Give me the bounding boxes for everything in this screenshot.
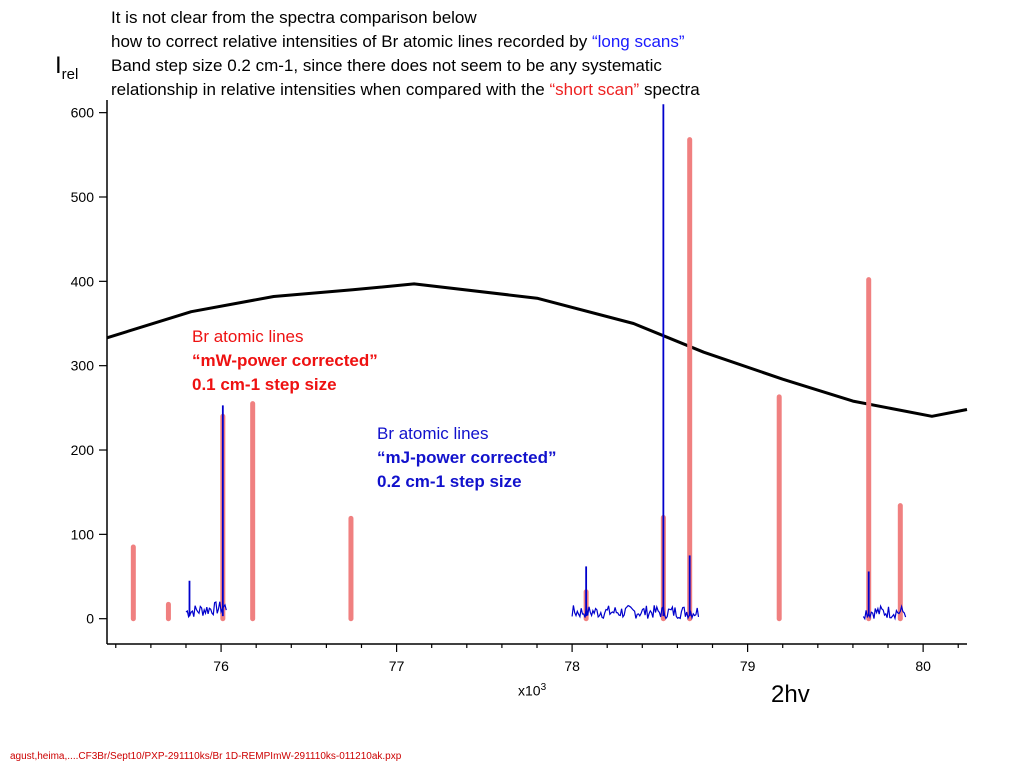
header-text: It is not clear from the spectra compari… <box>111 6 700 102</box>
x-tick-label: 79 <box>740 658 756 674</box>
header-line-2: how to correct relative intensities of B… <box>111 30 700 54</box>
y-tick-label: 500 <box>71 189 95 205</box>
header-line-4-text: relationship in relative intensities whe… <box>111 80 550 99</box>
y-tick-label: 300 <box>71 358 95 374</box>
y-tick-label: 600 <box>71 105 95 121</box>
y-tick-label: 0 <box>86 611 94 627</box>
y-tick-label: 100 <box>71 526 95 542</box>
long-scan-annotation-line-2: “mJ-power corrected” <box>377 448 557 467</box>
short-scan-annotation-line-3: 0.1 cm-1 step size <box>192 375 337 394</box>
short-scan-annotation-line-1: Br atomic lines <box>192 327 304 346</box>
x-axis-label: 2hv <box>771 681 810 708</box>
axes-layer: 0 100 200 300 400 500 600 76 77 78 79 80 <box>71 100 967 674</box>
y-tick-label: 200 <box>71 442 95 458</box>
x-tick-label: 78 <box>564 658 580 674</box>
short-scan-annotation: Br atomic lines “mW-power corrected” 0.1… <box>192 325 378 397</box>
y-axis-label-main: I <box>55 52 62 79</box>
footer-file-path: agust,heima,....CF3Br/Sept10/PXP-291110k… <box>10 751 402 762</box>
header-line-3: Band step size 0.2 cm-1, since there doe… <box>111 56 662 75</box>
short-scan-annotation-line-2: “mW-power corrected” <box>192 351 378 370</box>
long-scans-highlight: “long scans” <box>591 32 685 51</box>
y-tick-label: 400 <box>71 273 95 289</box>
long-scan-annotation-line-1: Br atomic lines <box>377 424 489 443</box>
x-tick-label: 77 <box>389 658 405 674</box>
band-curve <box>106 282 968 418</box>
long-scan-layer <box>185 104 907 621</box>
y-axis-label-sub: rel <box>61 66 79 83</box>
x-axis-multiplier-base: x10 <box>518 682 541 699</box>
band-curve-layer <box>106 282 968 418</box>
short-scan-highlight: “short scan” <box>549 80 640 99</box>
long-scan-annotation: Br atomic lines “mJ-power corrected” 0.2… <box>377 422 557 494</box>
long-scan-annotation-line-3: 0.2 cm-1 step size <box>377 472 522 491</box>
long-scan-trace <box>862 604 907 621</box>
x-axis-multiplier: x103 <box>518 682 546 699</box>
long-scan-trace <box>185 601 227 619</box>
x-tick-label: 80 <box>915 658 931 674</box>
x-tick-label: 76 <box>213 658 229 674</box>
header-line-2-text: how to correct relative intensities of B… <box>111 32 592 51</box>
header-line-4: relationship in relative intensities whe… <box>111 78 700 102</box>
long-scan-trace <box>571 604 700 621</box>
x-axis-multiplier-exponent: 3 <box>540 682 547 693</box>
header-line-4-end: spectra <box>639 80 700 99</box>
header-line-1: It is not clear from the spectra compari… <box>111 8 477 27</box>
y-axis-label: Irel <box>55 52 78 89</box>
